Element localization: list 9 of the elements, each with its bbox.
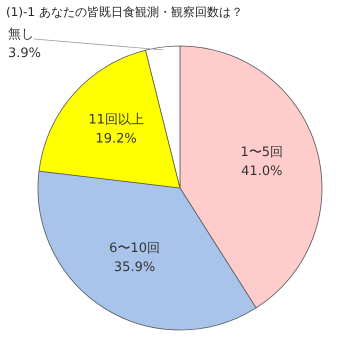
slice-label: 11回以上 [88, 112, 144, 128]
data-label: 35.9% [114, 260, 156, 276]
slice-label: 無し [8, 27, 34, 42]
data-label: 41.0% [241, 164, 282, 180]
data-label: 3.9% [8, 46, 42, 61]
data-label: 19.2% [95, 132, 137, 147]
slice-label: 1〜5回 [240, 145, 284, 160]
slice-label: 6〜10回 [109, 241, 160, 256]
chart-title: (1)-1 あなたの皆既日食観測・観察回数は？ [6, 5, 243, 19]
